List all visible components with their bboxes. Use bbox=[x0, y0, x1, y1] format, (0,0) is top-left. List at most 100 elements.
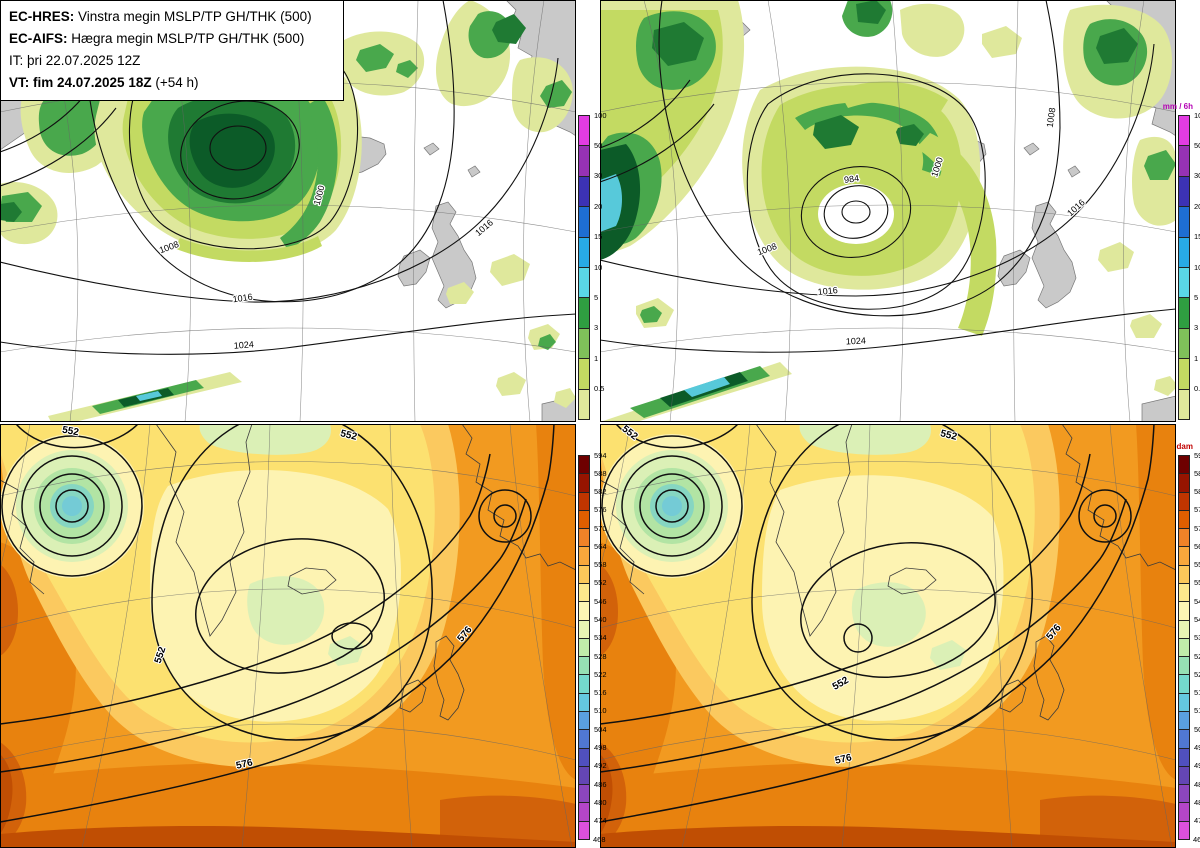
colorbar-tick-label: 100 bbox=[594, 110, 607, 120]
colorbar-tick-label: 498 bbox=[1194, 743, 1200, 752]
colorbar-cell: 10 bbox=[1179, 264, 1200, 298]
colorbar-cell: 30 bbox=[1179, 172, 1200, 207]
colorbar-tick-label: 594 bbox=[1194, 450, 1200, 460]
colorbar-cell: 50 bbox=[1179, 142, 1200, 176]
colorbar-tick-label: 486 bbox=[594, 779, 607, 789]
colorbar-tick-label: 492 bbox=[594, 761, 607, 771]
colorbar-tick-label: 50 bbox=[594, 140, 603, 150]
title-line: IT: þri 22.07.2025 12Z bbox=[9, 52, 141, 68]
colorbar-tick-label: 1 bbox=[1194, 353, 1199, 363]
isobar-label-1008: 1008 bbox=[158, 239, 180, 255]
colorbar-cell: 540 bbox=[579, 616, 607, 638]
colorbar-tick-label: 582 bbox=[1194, 487, 1200, 497]
colorbar-tick-label: 588 bbox=[1194, 468, 1200, 478]
colorbar-cell: 10 bbox=[579, 264, 602, 298]
thickness-label-552: 552 bbox=[939, 428, 958, 443]
map-panel-aifs-mslp-tp: 984 1000 1008 1008 1016 1016 1024 bbox=[600, 0, 1176, 422]
colorbar-tick-label: 504 bbox=[1194, 724, 1200, 734]
colorbar-cell: 480 bbox=[579, 799, 607, 821]
colorbar-cell: 594 bbox=[579, 451, 607, 474]
colorbar-cell: 498 bbox=[1179, 744, 1200, 766]
colorbar-cell: 5 bbox=[579, 294, 598, 328]
isobar-label-1024: 1024 bbox=[233, 339, 254, 350]
colorbar-tick-label: 1 bbox=[594, 353, 599, 363]
colorbar-tick-label: 588 bbox=[594, 468, 607, 478]
colorbar-cell: 510 bbox=[1179, 707, 1200, 730]
isobar-layer: 1000 1008 1016 1016 1024 bbox=[0, 0, 576, 355]
colorbar-cell: 50 bbox=[579, 142, 602, 176]
colorbar-tick-label: 0.5 bbox=[1194, 384, 1200, 394]
thickness-label-552: 552 bbox=[339, 428, 358, 443]
colorbar-tick-label: 3 bbox=[594, 323, 599, 333]
map-frame bbox=[600, 0, 1176, 422]
colorbar-cell: 558 bbox=[579, 561, 607, 583]
colorbar-cells: 594 588 582 576 570 564 558 552 546 540 … bbox=[578, 451, 607, 840]
colorbar-cells: 100 50 30 20 15 10 5 3 1 0.5 bbox=[578, 111, 607, 420]
colorbar-tick-label: 20 bbox=[1194, 201, 1200, 211]
precip-unit-label: mm / 6h bbox=[1162, 102, 1193, 111]
colorbar-cell: 504 bbox=[579, 726, 607, 748]
colorbar-cell: 516 bbox=[1179, 689, 1200, 711]
colorbar-tick-label: 474 bbox=[594, 816, 607, 826]
colorbar-tick-label: 15 bbox=[594, 232, 603, 242]
thickness-unit-label: dam bbox=[1176, 442, 1193, 451]
colorbar-cell: 15 bbox=[579, 233, 602, 268]
colorbar-tick-label: 516 bbox=[594, 688, 607, 698]
colorbar-tick-label: 534 bbox=[1194, 633, 1200, 643]
colorbar-cell: 588 bbox=[579, 470, 607, 492]
colorbar-cell: 30 bbox=[579, 172, 602, 207]
colorbar-tick-label: 10 bbox=[1194, 262, 1200, 272]
map-panel-hres-gh-thk: 552 552 552 576 576 bbox=[0, 424, 576, 848]
colorbar-tick-label: 498 bbox=[594, 743, 607, 752]
colorbar-tick-label: 480 bbox=[594, 797, 607, 807]
colorbar-tick-label: 540 bbox=[1194, 615, 1200, 625]
colorbar-tick-label: 50 bbox=[1194, 140, 1200, 150]
colorbar-tick-label: 100 bbox=[1194, 110, 1200, 120]
colorbar-tick-label: 468 bbox=[1193, 835, 1200, 844]
thickness-label-576: 576 bbox=[834, 752, 853, 767]
colorbar-cell: 3 bbox=[579, 324, 598, 359]
colorbar-cell: 20 bbox=[1179, 203, 1200, 237]
colorbar-tick-label: 20 bbox=[594, 201, 603, 211]
title-line: EC-HRES: Vinstra megin MSLP/TP GH/THK (5… bbox=[9, 9, 312, 24]
colorbar-cell: 15 bbox=[1179, 233, 1200, 268]
colorbar-cell: 0.5 bbox=[1179, 385, 1200, 420]
precip-colorbar-left: 100 50 30 20 15 10 5 3 1 0.5 bbox=[578, 111, 607, 420]
colorbar-tick-label: 558 bbox=[594, 560, 607, 570]
colorbar-tick-label: 594 bbox=[594, 450, 607, 460]
colorbar-tick-label: 504 bbox=[594, 724, 607, 734]
colorbar-tick-label: 546 bbox=[594, 596, 607, 606]
isobar-label-984: 984 bbox=[843, 173, 859, 185]
colorbar-tick-label: 480 bbox=[1194, 797, 1200, 807]
colorbar-cell: 20 bbox=[579, 203, 602, 237]
colorbar-cell: 0.5 bbox=[579, 385, 604, 420]
colorbar-tick-label: 30 bbox=[594, 171, 603, 181]
colorbar-tick-label: 558 bbox=[1194, 560, 1200, 570]
colorbar-tick-label: 474 bbox=[1194, 816, 1200, 826]
colorbar-tick-label: 528 bbox=[594, 651, 607, 661]
thickness-fill-layer bbox=[0, 424, 576, 848]
colorbar-cell: 576 bbox=[579, 506, 607, 529]
thickness-label-552: 552 bbox=[61, 425, 80, 439]
colorbar-tick-label: 516 bbox=[1194, 688, 1200, 698]
colorbar-tick-label: 564 bbox=[1194, 541, 1200, 551]
title-line: VT: fim 24.07.2025 18Z (+54 h) bbox=[9, 74, 199, 90]
title-lines: EC-HRES: Vinstra megin MSLP/TP GH/THK (5… bbox=[9, 6, 331, 93]
colorbar-tick-label: 552 bbox=[594, 578, 607, 588]
title-line: EC-AIFS: Hægra megin MSLP/TP GH/THK (500… bbox=[9, 30, 305, 46]
colorbar-tick-label: 564 bbox=[594, 541, 607, 551]
colorbar-cell: 486 bbox=[1179, 781, 1200, 803]
colorbar-cell: 546 bbox=[579, 598, 607, 620]
height-contour-layer: 552 552 552 576 576 bbox=[600, 424, 1155, 823]
thickness-fill-layer bbox=[600, 424, 1176, 848]
thickness-colorbar-left: 594 588 582 576 570 564 558 552 546 540 … bbox=[578, 451, 607, 843]
title-box: EC-HRES: Vinstra megin MSLP/TP GH/THK (5… bbox=[0, 0, 344, 102]
colorbar-tick-label: 510 bbox=[1194, 706, 1200, 716]
isobar-label-1016: 1016 bbox=[232, 292, 253, 305]
colorbar-cells: 594 588 582 576 570 564 558 552 546 540 … bbox=[1178, 451, 1200, 840]
colorbar-cell: 582 bbox=[579, 488, 607, 510]
colorbar-cell: 5 bbox=[1179, 294, 1198, 328]
colorbar-tick-label: 492 bbox=[1194, 761, 1200, 771]
colorbar-tick-label: 576 bbox=[1194, 505, 1200, 515]
